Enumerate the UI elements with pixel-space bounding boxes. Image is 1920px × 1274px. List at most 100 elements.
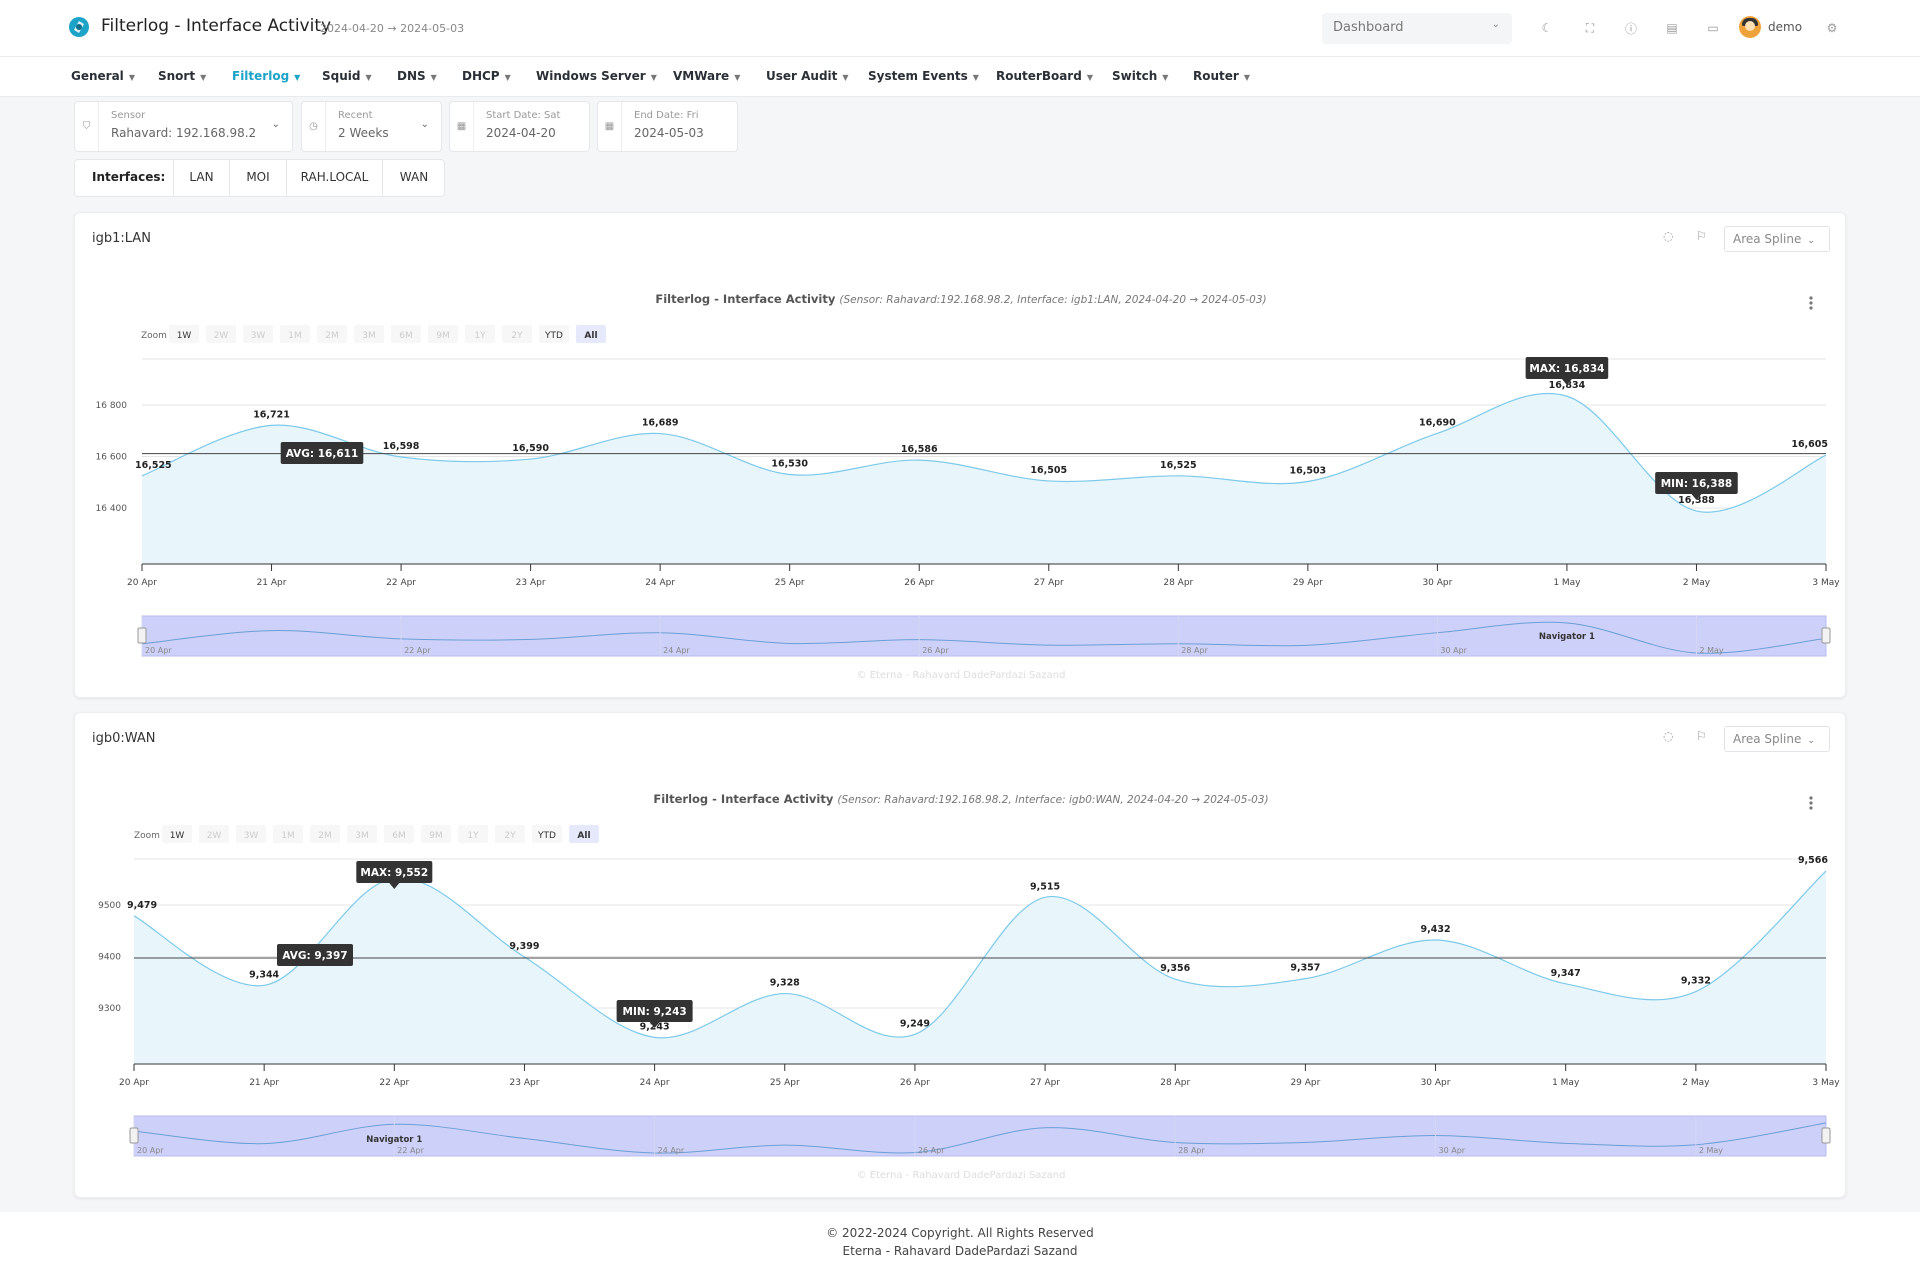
- navigator-handle[interactable]: [129, 1127, 139, 1144]
- fullscreen-icon[interactable]: ⛶: [1585, 20, 1595, 35]
- nav-item-general[interactable]: General ▼: [71, 69, 135, 83]
- x-tick-label: 1 May: [1552, 1078, 1580, 1088]
- start-date-field[interactable]: ▦ Start Date: Sat 2024-04-20: [449, 101, 590, 152]
- nav-item-label: RouterBoard: [996, 69, 1082, 83]
- menu-dot: [1809, 796, 1813, 800]
- zoom-button-3m[interactable]: 3M: [355, 831, 369, 841]
- interface-rah-local-button[interactable]: RAH.LOCAL: [287, 160, 383, 196]
- nav-item-vmware[interactable]: VMWare ▼: [673, 69, 740, 83]
- y-tick-label: 9400: [98, 953, 121, 963]
- navigator-area[interactable]: [133, 1115, 1827, 1157]
- nav-item-routerboard[interactable]: RouterBoard ▼: [996, 69, 1093, 83]
- zoom-button-1m[interactable]: 1M: [281, 831, 295, 841]
- data-label: 16,586: [901, 444, 938, 455]
- zoom-button-ytd[interactable]: YTD: [537, 831, 556, 841]
- zoom-button-all[interactable]: All: [577, 831, 590, 841]
- zoom-button-1y[interactable]: 1Y: [467, 831, 479, 841]
- avg-badge-bg: [280, 442, 364, 464]
- chevron-down-icon: ▼: [294, 73, 301, 82]
- x-tick-label: 29 Apr: [1293, 578, 1323, 588]
- folder-icon[interactable]: ▭: [1707, 21, 1719, 35]
- data-label: 9,356: [1160, 963, 1190, 974]
- zoom-button-2w[interactable]: 2W: [207, 831, 222, 841]
- comment-icon[interactable]: ⚐: [1696, 229, 1707, 243]
- chart-type-select[interactable]: Area Spline ⌄: [1724, 726, 1830, 752]
- data-label: 16,530: [771, 459, 808, 470]
- navigator-handle[interactable]: [1821, 627, 1831, 644]
- dark-mode-icon[interactable]: ☾: [1541, 21, 1553, 35]
- zoom-button-2y[interactable]: 2Y: [511, 331, 523, 341]
- dashboard-select[interactable]: Dashboard ⌄: [1322, 13, 1512, 44]
- chevron-down-icon: ▼: [1162, 73, 1169, 82]
- page-title: Filterlog - Interface Activity: [101, 16, 332, 36]
- navigator-handle[interactable]: [137, 627, 147, 644]
- reset-zoom-icon[interactable]: ◌: [1663, 729, 1674, 743]
- top-bar: Filterlog - Interface Activity 2024-04-2…: [0, 0, 1920, 57]
- menu-dot: [1809, 806, 1813, 810]
- zoom-button-bg: [465, 325, 495, 343]
- nav-item-windows-server[interactable]: Windows Server ▼: [536, 69, 657, 83]
- zoom-button-ytd[interactable]: YTD: [544, 331, 563, 341]
- app-logo-icon[interactable]: [68, 16, 90, 38]
- nav-item-snort[interactable]: Snort ▼: [158, 69, 206, 83]
- comment-icon[interactable]: ⚐: [1696, 729, 1707, 743]
- navigator-handle[interactable]: [1821, 1127, 1831, 1144]
- zoom-button-bg: [421, 825, 451, 843]
- sensor-select[interactable]: ⛉ Sensor Rahavard: 192.168.98.2 ⌄: [74, 101, 293, 152]
- nav-item-user-audit[interactable]: User Audit ▼: [766, 69, 849, 83]
- interface-lan-button[interactable]: LAN: [174, 160, 230, 196]
- chevron-down-icon: ▼: [128, 73, 135, 82]
- zoom-button-2m[interactable]: 2M: [325, 331, 339, 341]
- info-icon[interactable]: ⓘ: [1624, 21, 1637, 36]
- zoom-button-1y[interactable]: 1Y: [474, 331, 486, 341]
- document-icon[interactable]: ▤: [1666, 21, 1678, 35]
- reset-zoom-icon[interactable]: ◌: [1663, 229, 1674, 243]
- x-tick-label: 21 Apr: [249, 1078, 279, 1088]
- settings-gear-icon[interactable]: ⚙: [1826, 21, 1838, 35]
- x-tick-label: 1 May: [1553, 578, 1581, 588]
- zoom-button-bg: [384, 825, 414, 843]
- zoom-button-2m[interactable]: 2M: [318, 831, 332, 841]
- nav-item-dns[interactable]: DNS ▼: [397, 69, 437, 83]
- zoom-button-3w[interactable]: 3W: [244, 831, 259, 841]
- nav-item-switch[interactable]: Switch ▼: [1112, 69, 1168, 83]
- chart-menu-icon[interactable]: [1809, 796, 1813, 810]
- recent-select[interactable]: ◷ Recent 2 Weeks ⌄: [301, 101, 442, 152]
- zoom-button-1m[interactable]: 1M: [288, 331, 302, 341]
- end-date-field[interactable]: ▦ End Date: Fri 2024-05-03: [597, 101, 738, 152]
- chart-card-lan: igb1:LAN ◌ ⚐ Area Spline ⌄ Filterlog - In…: [74, 212, 1846, 698]
- zoom-button-1w[interactable]: 1W: [177, 331, 192, 341]
- chart-type-select[interactable]: Area Spline ⌄: [1724, 226, 1830, 252]
- zoom-button-3m[interactable]: 3M: [362, 331, 376, 341]
- nav-item-dhcp[interactable]: DHCP ▼: [462, 69, 511, 83]
- avatar[interactable]: [1739, 16, 1761, 38]
- zoom-button-6m[interactable]: 6M: [399, 331, 413, 341]
- zoom-button-9m[interactable]: 9M: [436, 331, 450, 341]
- min-badge: MIN: 9,243: [616, 1000, 693, 1028]
- clock-icon: ◷: [302, 102, 326, 151]
- series-line: [141, 392, 1827, 513]
- nav-item-squid[interactable]: Squid ▼: [322, 69, 372, 83]
- x-tick-label: 23 Apr: [510, 1078, 540, 1088]
- nav-item-label: Filterlog: [232, 69, 290, 83]
- user-name[interactable]: demo: [1768, 20, 1803, 34]
- zoom-button-2y[interactable]: 2Y: [504, 831, 516, 841]
- nav-item-filterlog[interactable]: Filterlog ▼: [232, 69, 300, 83]
- zoom-button-3w[interactable]: 3W: [251, 331, 266, 341]
- header-date-range: 2024-04-20 → 2024-05-03: [320, 22, 465, 35]
- interface-wan-button[interactable]: WAN: [399, 170, 429, 184]
- zoom-button-9m[interactable]: 9M: [429, 831, 443, 841]
- menu-dot: [1809, 306, 1813, 310]
- interface-moi-button[interactable]: MOI: [230, 160, 287, 196]
- zoom-button-bg: [280, 325, 310, 343]
- data-label: 9,328: [770, 978, 800, 989]
- zoom-button-all[interactable]: All: [584, 331, 597, 341]
- nav-item-system-events[interactable]: System Events ▼: [868, 69, 979, 83]
- data-label: 9,344: [249, 969, 279, 980]
- chart-menu-icon[interactable]: [1809, 296, 1813, 310]
- zoom-button-6m[interactable]: 6M: [392, 831, 406, 841]
- nav-item-router[interactable]: Router ▼: [1193, 69, 1250, 83]
- chart-lan: Filterlog - Interface Activity (Sensor: …: [96, 292, 1841, 681]
- zoom-button-1w[interactable]: 1W: [170, 831, 185, 841]
- zoom-button-2w[interactable]: 2W: [214, 331, 229, 341]
